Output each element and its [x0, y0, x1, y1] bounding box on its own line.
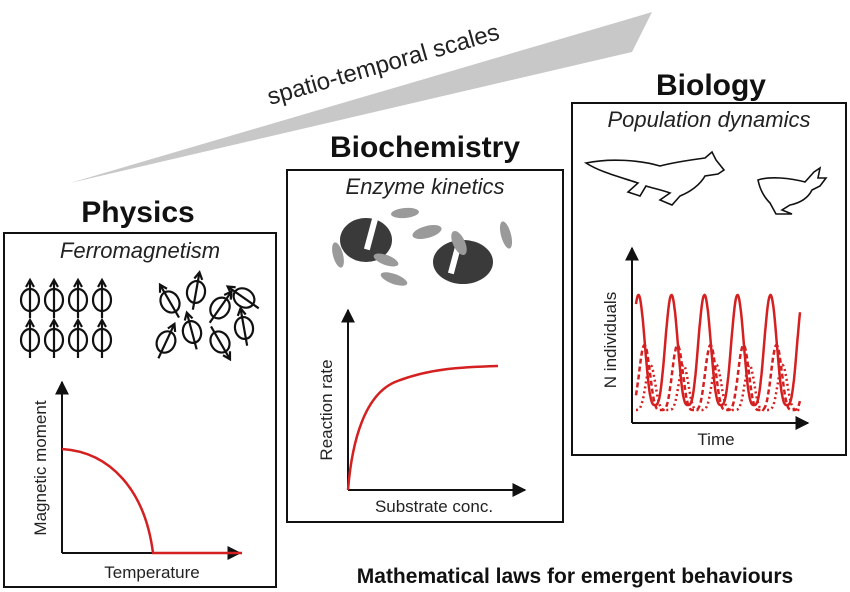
- biology-ylabel: N individuals: [601, 292, 620, 388]
- disordered-spins: [155, 270, 260, 362]
- magnetization-curve: [61, 447, 242, 555]
- biochemistry-subtitle: Enzyme kinetics: [346, 174, 505, 199]
- population-series-1: [634, 293, 802, 407]
- aligned-spins: [19, 277, 113, 358]
- biology-xlabel: Time: [697, 430, 734, 449]
- footer-caption: Mathematical laws for emergent behaviour…: [357, 565, 793, 588]
- michaelis-menten-curve: [346, 364, 499, 491]
- biochemistry-panel: [286, 169, 564, 523]
- enzyme-illustration: [332, 207, 513, 286]
- biochemistry-title: Biochemistry: [330, 131, 520, 164]
- physics-title: Physics: [81, 196, 194, 229]
- population-curves: [634, 293, 802, 412]
- biology-title: Biology: [656, 69, 766, 102]
- biochemistry-xlabel: Substrate conc.: [375, 497, 493, 516]
- physics-subtitle: Ferromagnetism: [60, 238, 220, 263]
- fox-drawing: [583, 150, 726, 206]
- biology-subtitle: Population dynamics: [607, 107, 810, 132]
- physics-xlabel: Temperature: [104, 563, 199, 582]
- population-series-2: [634, 343, 802, 412]
- biochemistry-ylabel: Reaction rate: [317, 359, 336, 460]
- physics-ylabel: Magnetic moment: [31, 400, 50, 535]
- hare-drawing: [757, 166, 828, 215]
